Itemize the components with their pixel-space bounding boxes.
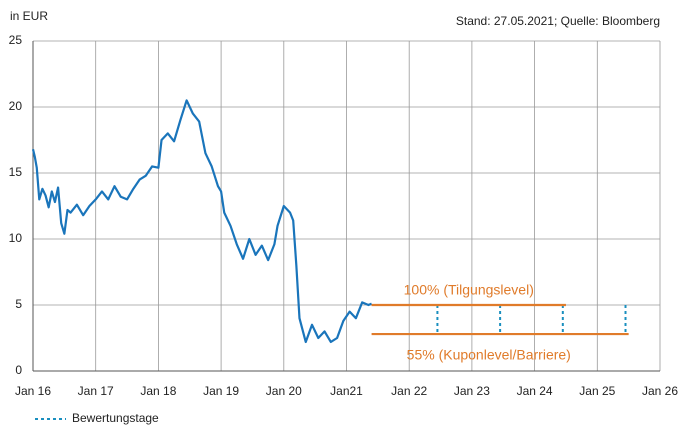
x-tick-label: Jan 23 bbox=[454, 384, 490, 398]
y-tick-label: 5 bbox=[15, 297, 22, 311]
x-tick-label: Jan 19 bbox=[203, 384, 239, 398]
legend-label: Bewertungstage bbox=[72, 411, 159, 425]
x-tick-label: Jan 25 bbox=[579, 384, 615, 398]
price-line bbox=[31, 99, 373, 344]
y-tick-label: 20 bbox=[9, 99, 23, 113]
source-note: Stand: 27.05.2021; Quelle: Bloomberg bbox=[456, 14, 660, 28]
x-tick-label: Jan 16 bbox=[15, 384, 51, 398]
x-tick-label: Jan 24 bbox=[517, 384, 553, 398]
y-tick-label: 10 bbox=[9, 231, 23, 245]
level-label: 100% (Tilgungslevel) bbox=[404, 282, 534, 298]
y-tick-label: 15 bbox=[9, 165, 23, 179]
x-tick-label: Jan 22 bbox=[391, 384, 427, 398]
x-tick-label: Jan 26 bbox=[642, 384, 678, 398]
x-tick-label: Jan 20 bbox=[266, 384, 302, 398]
x-tick-label: Jan 18 bbox=[140, 384, 176, 398]
level-label: 55% (Kuponlevel/Barriere) bbox=[407, 347, 571, 363]
x-tick-label: Jan 17 bbox=[78, 384, 114, 398]
y-tick-label: 0 bbox=[15, 363, 22, 377]
x-tick-label: Jan21 bbox=[330, 384, 363, 398]
y-tick-label: 25 bbox=[9, 33, 23, 47]
unit-label: in EUR bbox=[10, 9, 48, 23]
